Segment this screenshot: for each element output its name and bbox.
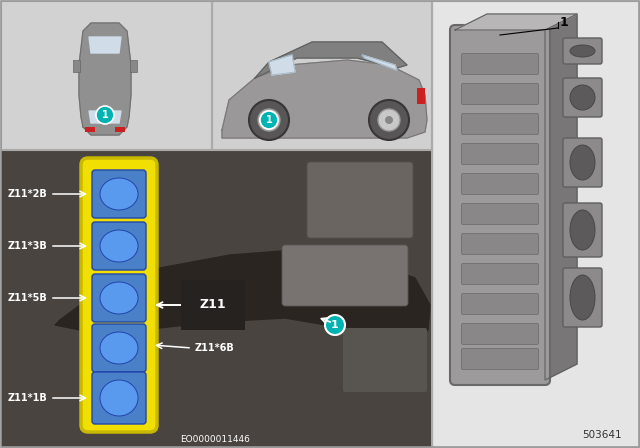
FancyBboxPatch shape bbox=[461, 143, 538, 164]
Polygon shape bbox=[89, 37, 121, 53]
Text: 1: 1 bbox=[331, 320, 339, 330]
FancyBboxPatch shape bbox=[92, 222, 146, 270]
FancyBboxPatch shape bbox=[282, 245, 408, 306]
FancyBboxPatch shape bbox=[563, 38, 602, 64]
Ellipse shape bbox=[570, 145, 595, 180]
Ellipse shape bbox=[570, 45, 595, 57]
FancyBboxPatch shape bbox=[461, 323, 538, 345]
FancyBboxPatch shape bbox=[461, 233, 538, 254]
Text: 1: 1 bbox=[102, 110, 108, 120]
Bar bbox=[1, 1, 211, 149]
Ellipse shape bbox=[100, 332, 138, 364]
FancyBboxPatch shape bbox=[461, 53, 538, 74]
Circle shape bbox=[385, 116, 393, 124]
FancyBboxPatch shape bbox=[563, 268, 602, 327]
Bar bbox=[130, 60, 137, 72]
Bar bbox=[432, 1, 639, 447]
Circle shape bbox=[265, 116, 273, 124]
FancyBboxPatch shape bbox=[92, 324, 146, 372]
Ellipse shape bbox=[100, 230, 138, 262]
Polygon shape bbox=[79, 23, 131, 135]
Bar bbox=[417, 88, 425, 104]
FancyBboxPatch shape bbox=[563, 203, 602, 257]
Polygon shape bbox=[362, 55, 397, 70]
FancyBboxPatch shape bbox=[81, 158, 157, 432]
Circle shape bbox=[325, 315, 345, 335]
Ellipse shape bbox=[570, 210, 595, 250]
FancyBboxPatch shape bbox=[563, 78, 602, 117]
Ellipse shape bbox=[100, 178, 138, 210]
Text: Z11*2B: Z11*2B bbox=[8, 189, 48, 199]
Circle shape bbox=[369, 100, 409, 140]
FancyBboxPatch shape bbox=[461, 203, 538, 224]
Polygon shape bbox=[222, 60, 427, 138]
FancyBboxPatch shape bbox=[343, 328, 427, 392]
FancyBboxPatch shape bbox=[461, 83, 538, 104]
Ellipse shape bbox=[100, 282, 138, 314]
FancyBboxPatch shape bbox=[92, 274, 146, 322]
Polygon shape bbox=[269, 55, 295, 75]
Bar bbox=[73, 60, 80, 72]
FancyBboxPatch shape bbox=[450, 25, 550, 385]
Text: EO0000011446: EO0000011446 bbox=[180, 435, 250, 444]
Ellipse shape bbox=[570, 85, 595, 110]
Text: Z11*6B: Z11*6B bbox=[195, 343, 235, 353]
Text: Z11*1B: Z11*1B bbox=[8, 393, 48, 403]
Text: Z11: Z11 bbox=[200, 298, 227, 311]
FancyBboxPatch shape bbox=[92, 170, 146, 218]
FancyBboxPatch shape bbox=[461, 293, 538, 314]
Text: Z11*5B: Z11*5B bbox=[8, 293, 48, 303]
Bar bbox=[212, 1, 431, 149]
FancyBboxPatch shape bbox=[92, 372, 146, 424]
Ellipse shape bbox=[570, 275, 595, 320]
FancyBboxPatch shape bbox=[461, 263, 538, 284]
Bar bbox=[115, 127, 125, 132]
FancyBboxPatch shape bbox=[563, 138, 602, 187]
Bar bbox=[85, 127, 95, 132]
Ellipse shape bbox=[100, 380, 138, 416]
Text: 1: 1 bbox=[266, 115, 273, 125]
Polygon shape bbox=[455, 14, 577, 30]
Text: 1: 1 bbox=[560, 16, 569, 29]
Bar bbox=[1, 150, 431, 447]
Circle shape bbox=[96, 106, 114, 124]
Polygon shape bbox=[255, 42, 407, 78]
Polygon shape bbox=[89, 111, 121, 123]
FancyBboxPatch shape bbox=[461, 349, 538, 370]
Circle shape bbox=[258, 109, 280, 131]
Polygon shape bbox=[545, 14, 577, 380]
Circle shape bbox=[260, 111, 278, 129]
Bar bbox=[1, 150, 431, 447]
FancyBboxPatch shape bbox=[461, 173, 538, 194]
Text: 503641: 503641 bbox=[582, 430, 622, 440]
FancyBboxPatch shape bbox=[461, 113, 538, 134]
Text: Z11*3B: Z11*3B bbox=[8, 241, 48, 251]
FancyBboxPatch shape bbox=[307, 162, 413, 238]
Circle shape bbox=[378, 109, 400, 131]
Polygon shape bbox=[55, 250, 430, 342]
Circle shape bbox=[249, 100, 289, 140]
